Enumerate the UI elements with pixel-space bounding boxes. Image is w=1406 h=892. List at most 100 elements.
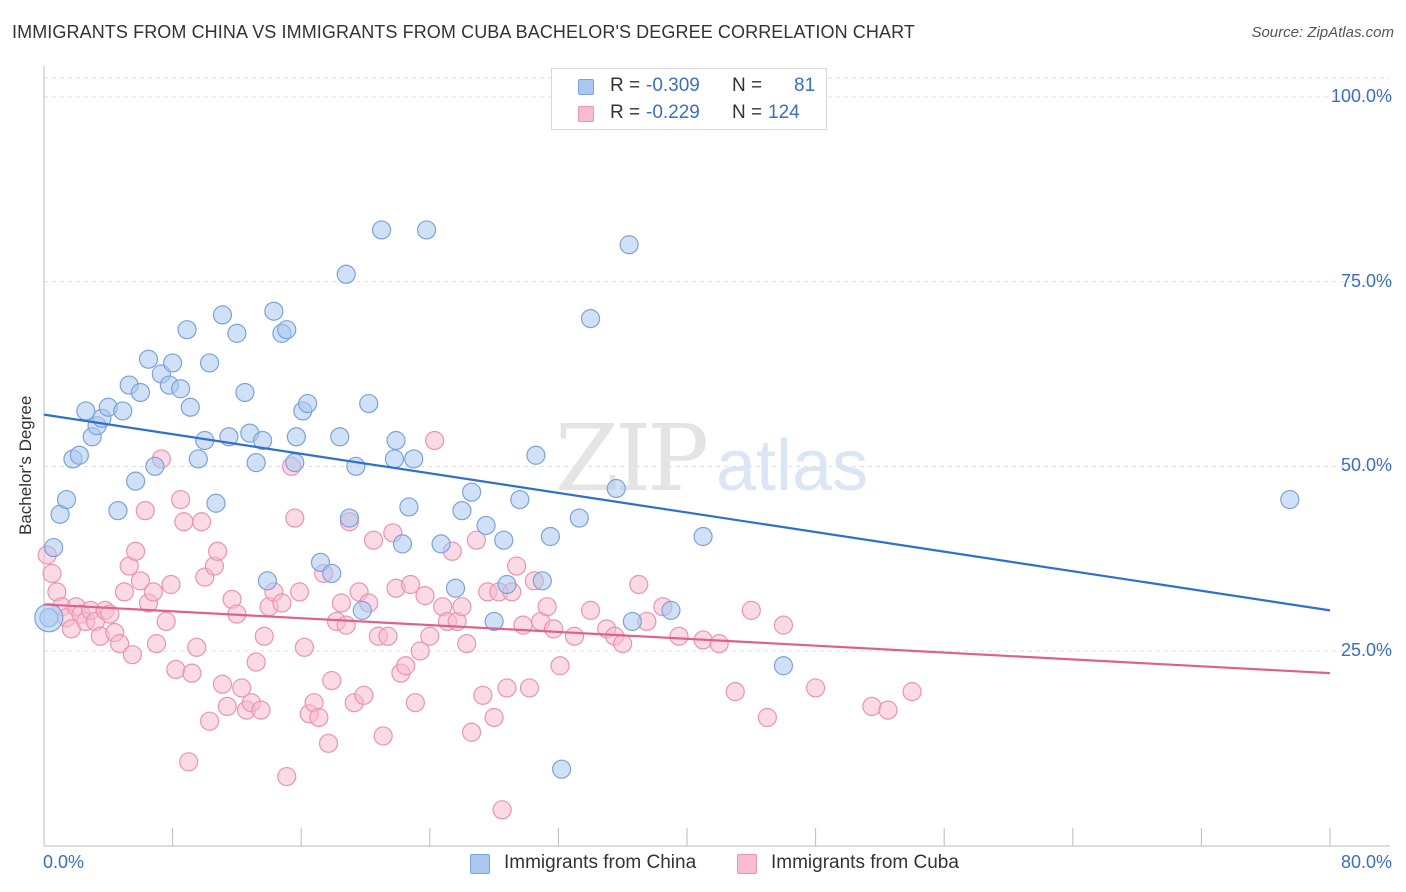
china-point[interactable] (177, 320, 197, 340)
cuba-point[interactable] (550, 656, 570, 676)
cuba-point[interactable] (805, 678, 826, 698)
cuba-point[interactable] (156, 611, 176, 632)
china-point[interactable] (298, 393, 318, 414)
china-point[interactable] (445, 578, 466, 598)
china-point[interactable] (180, 397, 200, 417)
cuba-point[interactable] (564, 626, 585, 646)
china-point[interactable] (461, 482, 482, 502)
china-point[interactable] (359, 393, 379, 414)
cuba-point[interactable] (420, 626, 440, 646)
cuba-point[interactable] (405, 693, 425, 713)
cuba-point[interactable] (473, 685, 493, 705)
china-point[interactable] (371, 220, 392, 240)
cuba-point[interactable] (415, 585, 435, 606)
cuba-point[interactable] (246, 652, 266, 672)
cuba-point[interactable] (537, 597, 557, 617)
cuba-point[interactable] (461, 722, 482, 742)
china-point[interactable] (622, 611, 642, 632)
cuba-point[interactable] (199, 711, 220, 731)
china-point[interactable] (126, 471, 146, 491)
cuba-point[interactable] (457, 634, 477, 654)
china-point[interactable] (476, 515, 496, 536)
cuba-point[interactable] (425, 430, 445, 451)
china-point[interactable] (257, 571, 278, 591)
cuba-point[interactable] (208, 541, 228, 561)
china-point[interactable] (322, 563, 342, 584)
china-point[interactable] (145, 456, 165, 476)
china-point[interactable] (113, 401, 133, 421)
china-point[interactable] (44, 537, 64, 558)
cuba-point[interactable] (466, 530, 487, 550)
cuba-point[interactable] (179, 752, 199, 772)
cuba-point[interactable] (322, 670, 342, 691)
cuba-point[interactable] (484, 707, 504, 728)
cuba-point[interactable] (122, 645, 143, 665)
cuba-point[interactable] (114, 582, 134, 602)
china-point[interactable] (569, 508, 589, 528)
cuba-point[interactable] (709, 634, 729, 654)
cuba-point[interactable] (396, 656, 416, 676)
china-point[interactable] (484, 611, 504, 632)
china-point[interactable] (330, 427, 350, 447)
china-point[interactable] (34, 603, 64, 633)
cuba-point[interactable] (862, 696, 882, 717)
china-point[interactable] (188, 449, 208, 469)
china-point[interactable] (212, 305, 233, 325)
cuba-point[interactable] (363, 530, 384, 550)
china-point[interactable] (773, 656, 794, 676)
china-point[interactable] (108, 501, 128, 521)
cuba-point[interactable] (669, 626, 689, 646)
china-point[interactable] (76, 401, 96, 421)
china-point[interactable] (56, 489, 77, 510)
china-point[interactable] (386, 430, 406, 451)
cuba-point[interactable] (452, 597, 472, 617)
china-point[interactable] (399, 497, 419, 517)
china-point[interactable] (606, 478, 626, 499)
cuba-point[interactable] (613, 634, 633, 654)
cuba-point[interactable] (272, 593, 292, 613)
cuba-point[interactable] (773, 615, 794, 635)
china-point[interactable] (246, 453, 266, 473)
china-point[interactable] (264, 301, 284, 321)
china-point[interactable] (206, 493, 226, 513)
china-point[interactable] (510, 489, 530, 510)
china-point[interactable] (235, 382, 255, 403)
cuba-point[interactable] (126, 541, 146, 561)
china-point[interactable] (431, 534, 451, 554)
china-point[interactable] (552, 759, 572, 779)
china-point[interactable] (384, 449, 405, 469)
cuba-point[interactable] (878, 700, 898, 720)
cuba-point[interactable] (166, 659, 186, 680)
china-point[interactable] (339, 508, 360, 528)
cuba-point[interactable] (629, 574, 649, 595)
cuba-point[interactable] (100, 604, 120, 624)
china-point[interactable] (352, 600, 372, 620)
cuba-point[interactable] (410, 641, 430, 661)
china-point[interactable] (619, 235, 639, 255)
cuba-point[interactable] (135, 501, 155, 521)
china-point[interactable] (526, 445, 546, 465)
china-point[interactable] (497, 574, 517, 595)
china-point[interactable] (285, 453, 305, 473)
china-point[interactable] (253, 430, 273, 451)
cuba-point[interactable] (187, 637, 207, 657)
cuba-point[interactable] (146, 634, 167, 654)
cuba-point[interactable] (378, 626, 398, 646)
cuba-point[interactable] (497, 678, 517, 698)
china-point[interactable] (130, 382, 151, 403)
cuba-point[interactable] (130, 571, 151, 591)
china-point[interactable] (580, 309, 601, 329)
cuba-point[interactable] (318, 733, 339, 753)
cuba-point[interactable] (294, 637, 315, 657)
cuba-point[interactable] (174, 512, 194, 532)
cuba-point[interactable] (757, 707, 777, 728)
cuba-point[interactable] (373, 726, 393, 746)
cuba-point[interactable] (251, 700, 271, 720)
cuba-point[interactable] (143, 582, 163, 602)
china-point[interactable] (416, 220, 437, 240)
china-point[interactable] (693, 526, 713, 547)
cuba-point[interactable] (519, 678, 540, 698)
cuba-point[interactable] (741, 600, 761, 620)
cuba-point[interactable] (331, 593, 351, 613)
cuba-point[interactable] (543, 619, 564, 639)
